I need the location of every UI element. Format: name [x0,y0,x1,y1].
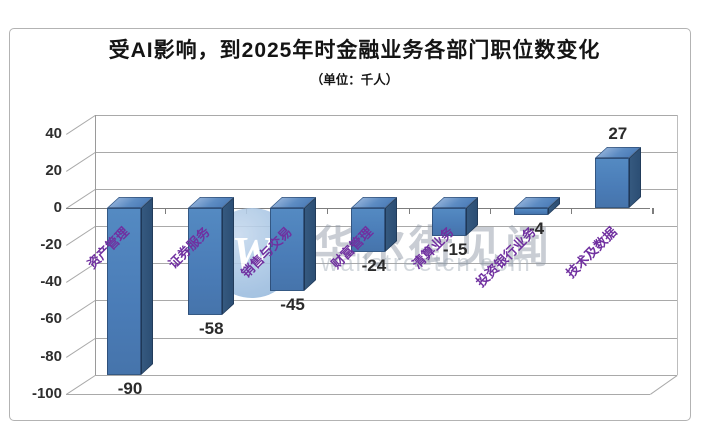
zero-axis-tick [164,208,166,214]
axis-bevel [66,300,96,321]
axis-bevel [66,189,96,209]
gridline [95,151,677,153]
watermark-domain-text: wallstreetcn.com [321,250,532,277]
bar-front-face [513,208,548,216]
y-tick-label: 20 [45,161,62,179]
zero-axis-tick [408,208,410,214]
axis-bevel [66,226,96,246]
value-label: -90 [117,378,143,398]
y-tick-label: -20 [40,236,62,254]
bar-front-face [269,208,304,292]
axis-bevel [66,151,96,172]
zero-axis-tick [571,208,573,214]
zero-axis-tick [652,208,654,214]
y-tick-label: 40 [45,124,62,142]
gridline [95,337,677,339]
bar-front-face [188,208,223,316]
value-label: -58 [199,319,224,339]
axis-bevel [66,374,96,395]
value-label: -45 [280,295,305,315]
watermark-w-icon: W [231,227,273,278]
right-wall-line [677,114,678,375]
bar-front-face [350,208,385,253]
value-label: -24 [361,256,387,276]
gridline [95,189,677,190]
value-label: 27 [608,124,628,144]
zero-axis-tick [489,208,492,214]
floor-front-line [66,393,650,395]
gridline [95,374,677,376]
y-tick-label: 0 [53,199,62,216]
value-label: -4 [528,219,545,239]
floor-right-bevel [650,374,678,395]
gridline [95,114,677,116]
gridline [95,263,677,265]
gridline [95,300,677,302]
bar-side-face [628,147,641,208]
chart-subtitle: （单位：千人） [310,73,399,87]
zero-axis-tick [327,208,329,214]
bar-front-face [594,158,629,208]
axis-bevel [66,337,96,358]
bar-front-face [432,208,467,236]
y-tick-label: -80 [40,347,62,365]
y-tick-label: -60 [40,310,62,328]
chart-title: 受AI影响，到2025年时金融业务各部门职位数变化 [108,39,601,62]
y-axis-line [95,114,96,375]
bar-front-face [107,208,141,375]
y-tick-label: -40 [40,273,62,291]
y-tick-label: -100 [31,384,62,402]
value-label: -15 [442,239,468,259]
axis-bevel [66,114,96,135]
